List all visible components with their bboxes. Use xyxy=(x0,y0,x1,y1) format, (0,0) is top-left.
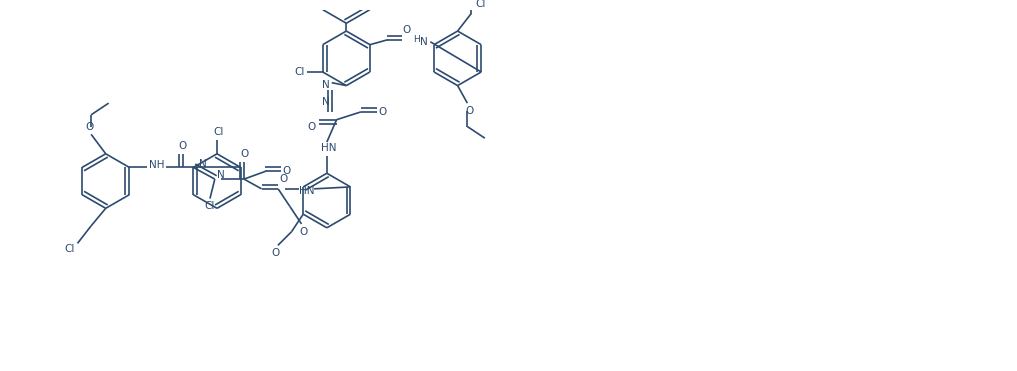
Text: O: O xyxy=(272,248,280,258)
Text: Cl: Cl xyxy=(204,201,216,211)
Text: Cl: Cl xyxy=(64,244,75,254)
Text: Cl: Cl xyxy=(214,127,224,137)
Text: O: O xyxy=(307,122,315,132)
Text: O: O xyxy=(240,149,248,159)
Text: N: N xyxy=(217,170,225,180)
Text: O: O xyxy=(279,174,287,184)
Text: H: H xyxy=(413,35,420,44)
Text: HN: HN xyxy=(299,186,314,196)
Text: Cl: Cl xyxy=(294,67,304,77)
Text: N: N xyxy=(420,37,427,47)
Text: N: N xyxy=(199,158,207,168)
Text: NH: NH xyxy=(148,161,165,170)
Text: O: O xyxy=(85,122,94,131)
Text: N: N xyxy=(322,80,330,90)
Text: O: O xyxy=(283,166,291,176)
Text: O: O xyxy=(465,106,474,116)
Text: O: O xyxy=(403,25,411,35)
Text: Cl: Cl xyxy=(476,0,486,9)
Text: O: O xyxy=(179,141,187,151)
Text: HN: HN xyxy=(321,143,337,153)
Text: O: O xyxy=(378,107,386,117)
Text: O: O xyxy=(299,227,307,237)
Text: N: N xyxy=(322,97,330,107)
